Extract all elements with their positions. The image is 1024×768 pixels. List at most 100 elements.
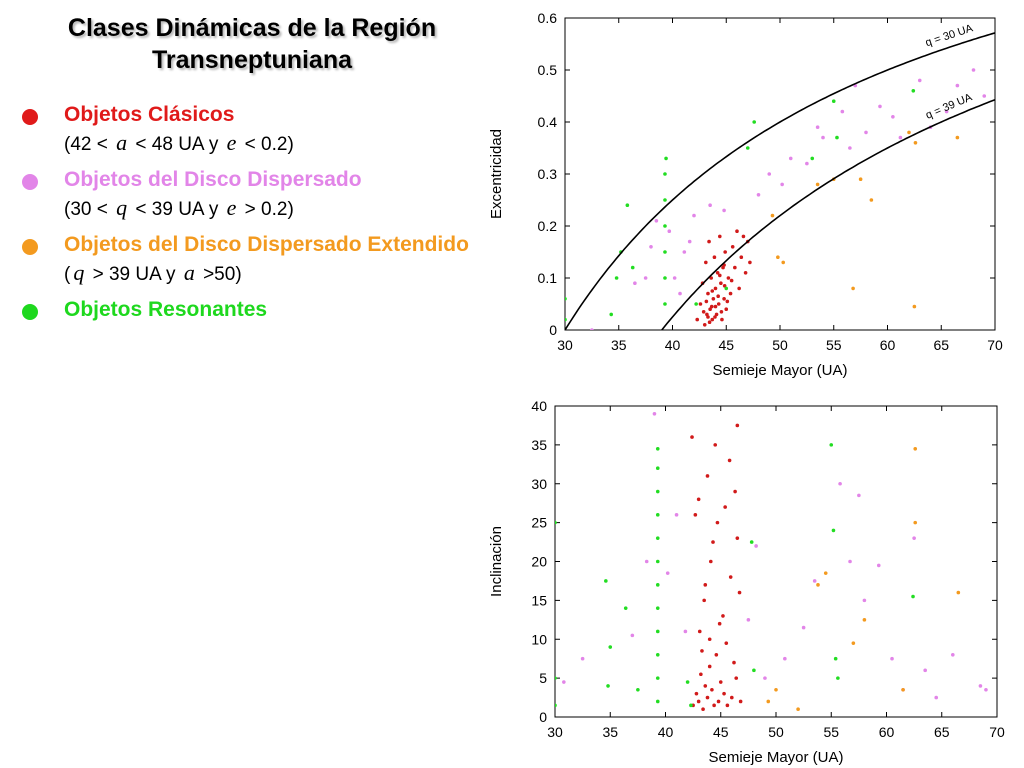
data-point-classic — [712, 255, 717, 259]
data-point-classic — [703, 684, 708, 688]
data-point-classic — [738, 699, 743, 704]
data-point-classic — [748, 260, 752, 265]
y-tick-label: 0.2 — [538, 218, 558, 234]
data-point-scattered — [917, 78, 922, 83]
x-tick-label: 65 — [933, 337, 949, 353]
data-point-scattered — [944, 109, 949, 114]
data-point-classic — [720, 317, 724, 322]
legend-dot-resonant — [22, 304, 38, 320]
y-tick-label: 20 — [531, 554, 547, 570]
data-point-classic — [695, 317, 700, 322]
data-point-scattered — [978, 684, 983, 688]
data-point-scattered — [644, 559, 649, 564]
x-tick-label: 40 — [658, 724, 674, 740]
data-point-scattered — [562, 680, 566, 684]
class-legend: Objetos Clásicos (42 < a < 48 UA y e < 0… — [18, 100, 488, 331]
condition-part: ( — [64, 264, 71, 285]
data-point-scattered — [692, 213, 696, 218]
data-point-resonant — [724, 286, 729, 291]
data-point-classic — [712, 703, 716, 708]
data-point-classic — [699, 672, 703, 677]
data-point-extended — [823, 571, 828, 575]
legend-condition-extended: (q > 39 UA y a >50) — [64, 259, 488, 288]
data-point-resonant — [655, 513, 660, 517]
data-point-resonant — [555, 520, 557, 525]
data-point-resonant — [614, 276, 619, 280]
data-point-extended — [851, 641, 856, 645]
data-point-scattered — [643, 276, 648, 280]
slide-title-line-1: Clases Dinámicas de la Región — [67, 14, 437, 42]
data-point-scattered — [862, 598, 867, 603]
data-point-classic — [705, 695, 710, 700]
data-point-classic — [722, 297, 726, 301]
data-point-scattered — [982, 94, 987, 98]
x-tick-label: 60 — [879, 724, 895, 740]
data-point-resonant — [655, 653, 660, 657]
data-point-scattered — [683, 629, 688, 634]
slide-title-line-2: Transneptuniana — [151, 46, 353, 74]
data-point-classic — [713, 315, 717, 319]
condition-variable: e — [226, 195, 237, 220]
data-point-resonant — [694, 302, 698, 306]
x-tick-label: 70 — [987, 337, 1003, 353]
data-point-classic — [704, 299, 709, 304]
x-tick-label: 30 — [557, 337, 573, 353]
plot-area — [555, 411, 988, 712]
data-point-extended — [907, 130, 911, 135]
data-point-resonant — [829, 443, 834, 447]
data-point-resonant — [555, 703, 557, 708]
data-point-classic — [707, 320, 712, 325]
data-point-scattered — [687, 239, 692, 244]
data-point-scattered — [722, 208, 726, 213]
data-point-extended — [913, 520, 918, 525]
y-tick-label: 40 — [531, 398, 547, 414]
data-point-classic — [719, 281, 723, 286]
y-axis-label: Inclinación — [488, 526, 505, 597]
data-point-resonant — [655, 489, 660, 494]
data-point-classic — [735, 423, 740, 428]
data-point-classic — [722, 284, 727, 288]
data-point-extended — [815, 182, 820, 187]
data-point-scattered — [767, 172, 772, 176]
data-point-classic — [713, 443, 718, 447]
data-point-classic — [710, 317, 715, 322]
condition-part: < 0.2) — [239, 134, 294, 155]
data-point-scattered — [633, 281, 637, 286]
data-point-scattered — [756, 193, 761, 197]
data-point-classic — [714, 312, 719, 317]
data-point-extended — [955, 135, 960, 140]
data-point-resonant — [655, 676, 660, 680]
data-point-scattered — [674, 513, 679, 517]
data-point-classic — [690, 435, 694, 439]
data-point-classic — [716, 699, 721, 704]
y-tick-label: 0 — [549, 322, 557, 338]
data-point-extended — [956, 590, 961, 595]
data-point-extended — [912, 304, 917, 309]
data-point-classic — [728, 575, 733, 579]
x-tick-label: 50 — [772, 337, 788, 353]
condition-part: < 48 UA y — [130, 134, 224, 155]
y-tick-label: 30 — [531, 476, 547, 492]
legend-condition-scattered: (30 < q < 39 UA y e > 0.2) — [64, 194, 488, 223]
data-point-scattered — [682, 250, 687, 254]
data-point-resonant — [831, 99, 836, 103]
data-point-scattered — [857, 493, 861, 498]
data-point-classic — [703, 583, 708, 587]
data-point-classic — [709, 559, 713, 564]
data-point-classic — [710, 687, 714, 692]
y-tick-label: 0.1 — [538, 270, 558, 286]
legend-item-classic: Objetos Clásicos (42 < a < 48 UA y e < 0… — [18, 100, 488, 158]
data-point-classic — [711, 540, 715, 544]
data-point-classic — [730, 695, 734, 700]
legend-dot-extended — [22, 239, 38, 255]
y-tick-label: 25 — [531, 515, 547, 531]
data-point-classic — [733, 489, 737, 494]
data-point-classic — [734, 676, 739, 680]
perihelion-curve-q30 — [565, 32, 995, 330]
data-point-classic — [706, 315, 710, 319]
data-point-classic — [701, 707, 705, 712]
data-point-scattered — [665, 571, 670, 575]
y-tick-label: 10 — [531, 631, 547, 647]
condition-part: (30 < — [64, 199, 114, 220]
data-point-classic — [741, 234, 746, 239]
